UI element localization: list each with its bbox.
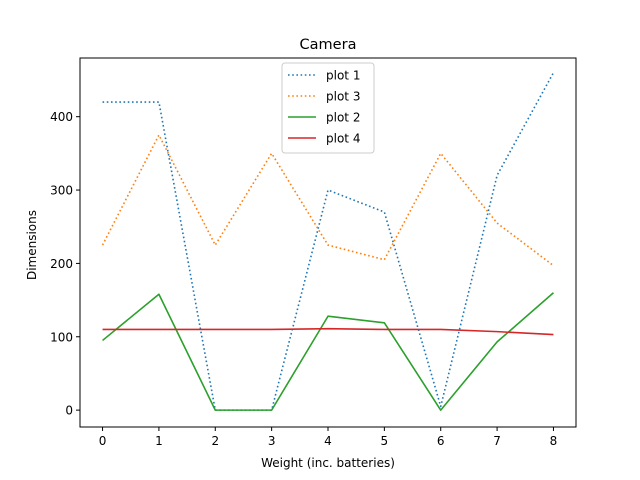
axes: 0 1 2 3 4 5 6 7 8 0 100 200 300 400 bbox=[50, 57, 577, 448]
x-tick-label: 8 bbox=[550, 434, 558, 448]
y-tick-label: 400 bbox=[50, 110, 73, 124]
series-line-2 bbox=[101, 134, 554, 267]
x-tick-label: 7 bbox=[493, 434, 501, 448]
legend-label: plot 4 bbox=[326, 132, 360, 146]
x-tick-label: 0 bbox=[99, 434, 107, 448]
legend-label: plot 1 bbox=[326, 69, 360, 83]
x-tick-label: 6 bbox=[437, 434, 445, 448]
y-tick-label: 300 bbox=[50, 184, 73, 198]
series-line-3 bbox=[102, 292, 554, 411]
legend-label: plot 2 bbox=[326, 111, 360, 125]
legend: plot 1 plot 3 plot 2 plot 4 bbox=[281, 62, 375, 154]
y-tick-label: 200 bbox=[50, 257, 73, 271]
x-tick-label: 3 bbox=[268, 434, 276, 448]
legend-box bbox=[281, 62, 375, 154]
x-tick-label: 5 bbox=[381, 434, 389, 448]
series-line-1 bbox=[102, 72, 555, 411]
y-tick-label: 0 bbox=[65, 404, 73, 418]
chart-title: Camera bbox=[300, 37, 357, 53]
legend-label: plot 3 bbox=[326, 90, 360, 104]
plot-area bbox=[101, 72, 555, 411]
series-line-4 bbox=[102, 327, 554, 336]
x-tick-label: 1 bbox=[155, 434, 163, 448]
y-axis-label: Dimensions bbox=[25, 210, 39, 280]
x-tick-label: 4 bbox=[324, 434, 332, 448]
x-tick-label: 2 bbox=[211, 434, 219, 448]
y-tick-label: 100 bbox=[50, 330, 73, 344]
x-axis-label: Weight (inc. batteries) bbox=[261, 456, 395, 470]
